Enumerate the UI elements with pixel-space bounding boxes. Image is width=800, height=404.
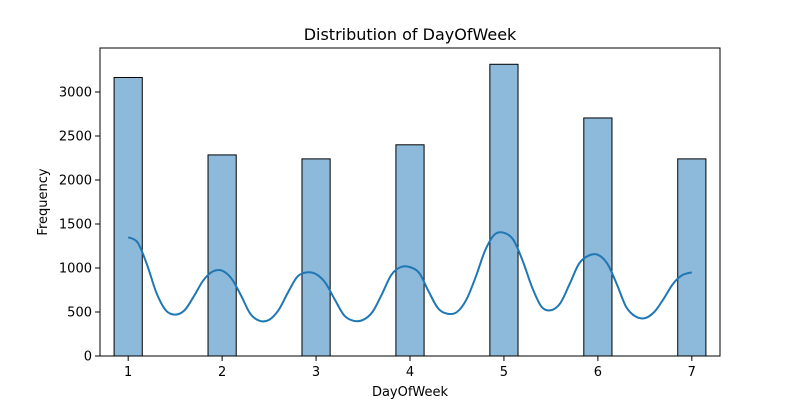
bar-day-7 <box>677 158 707 357</box>
kde-line <box>127 231 693 323</box>
bar-day-5 <box>489 63 519 357</box>
x-tick-label: 4 <box>406 365 414 380</box>
y-tick-label: 500 <box>67 306 92 321</box>
y-axis: 0 500 1000 1500 2000 2500 3000 <box>59 86 100 365</box>
x-axis-label: DayOfWeek <box>372 385 449 400</box>
x-tick-label: 5 <box>500 365 508 380</box>
kde-group <box>127 231 693 323</box>
chart-title: Distribution of DayOfWeek <box>304 25 517 44</box>
bar-day-6 <box>583 117 613 357</box>
bar-day-3 <box>301 158 331 357</box>
bars-group <box>113 63 707 357</box>
bar-day-4 <box>395 144 425 357</box>
x-tick-label: 6 <box>594 365 602 380</box>
y-tick-label: 1000 <box>59 262 92 277</box>
y-tick-label: 2500 <box>59 130 92 145</box>
bar-day-2 <box>207 154 237 357</box>
x-axis: 1 2 3 4 5 6 7 <box>124 356 696 380</box>
x-tick-label: 2 <box>218 365 226 380</box>
y-axis-label: Frequency <box>36 168 51 235</box>
bar-day-1 <box>113 76 143 357</box>
x-tick-label: 1 <box>124 365 132 380</box>
y-tick-label: 0 <box>84 350 92 365</box>
y-tick-label: 1500 <box>59 218 92 233</box>
x-tick-label: 7 <box>688 365 696 380</box>
y-tick-label: 3000 <box>59 86 92 101</box>
x-tick-label: 3 <box>312 365 320 380</box>
y-tick-label: 2000 <box>59 174 92 189</box>
